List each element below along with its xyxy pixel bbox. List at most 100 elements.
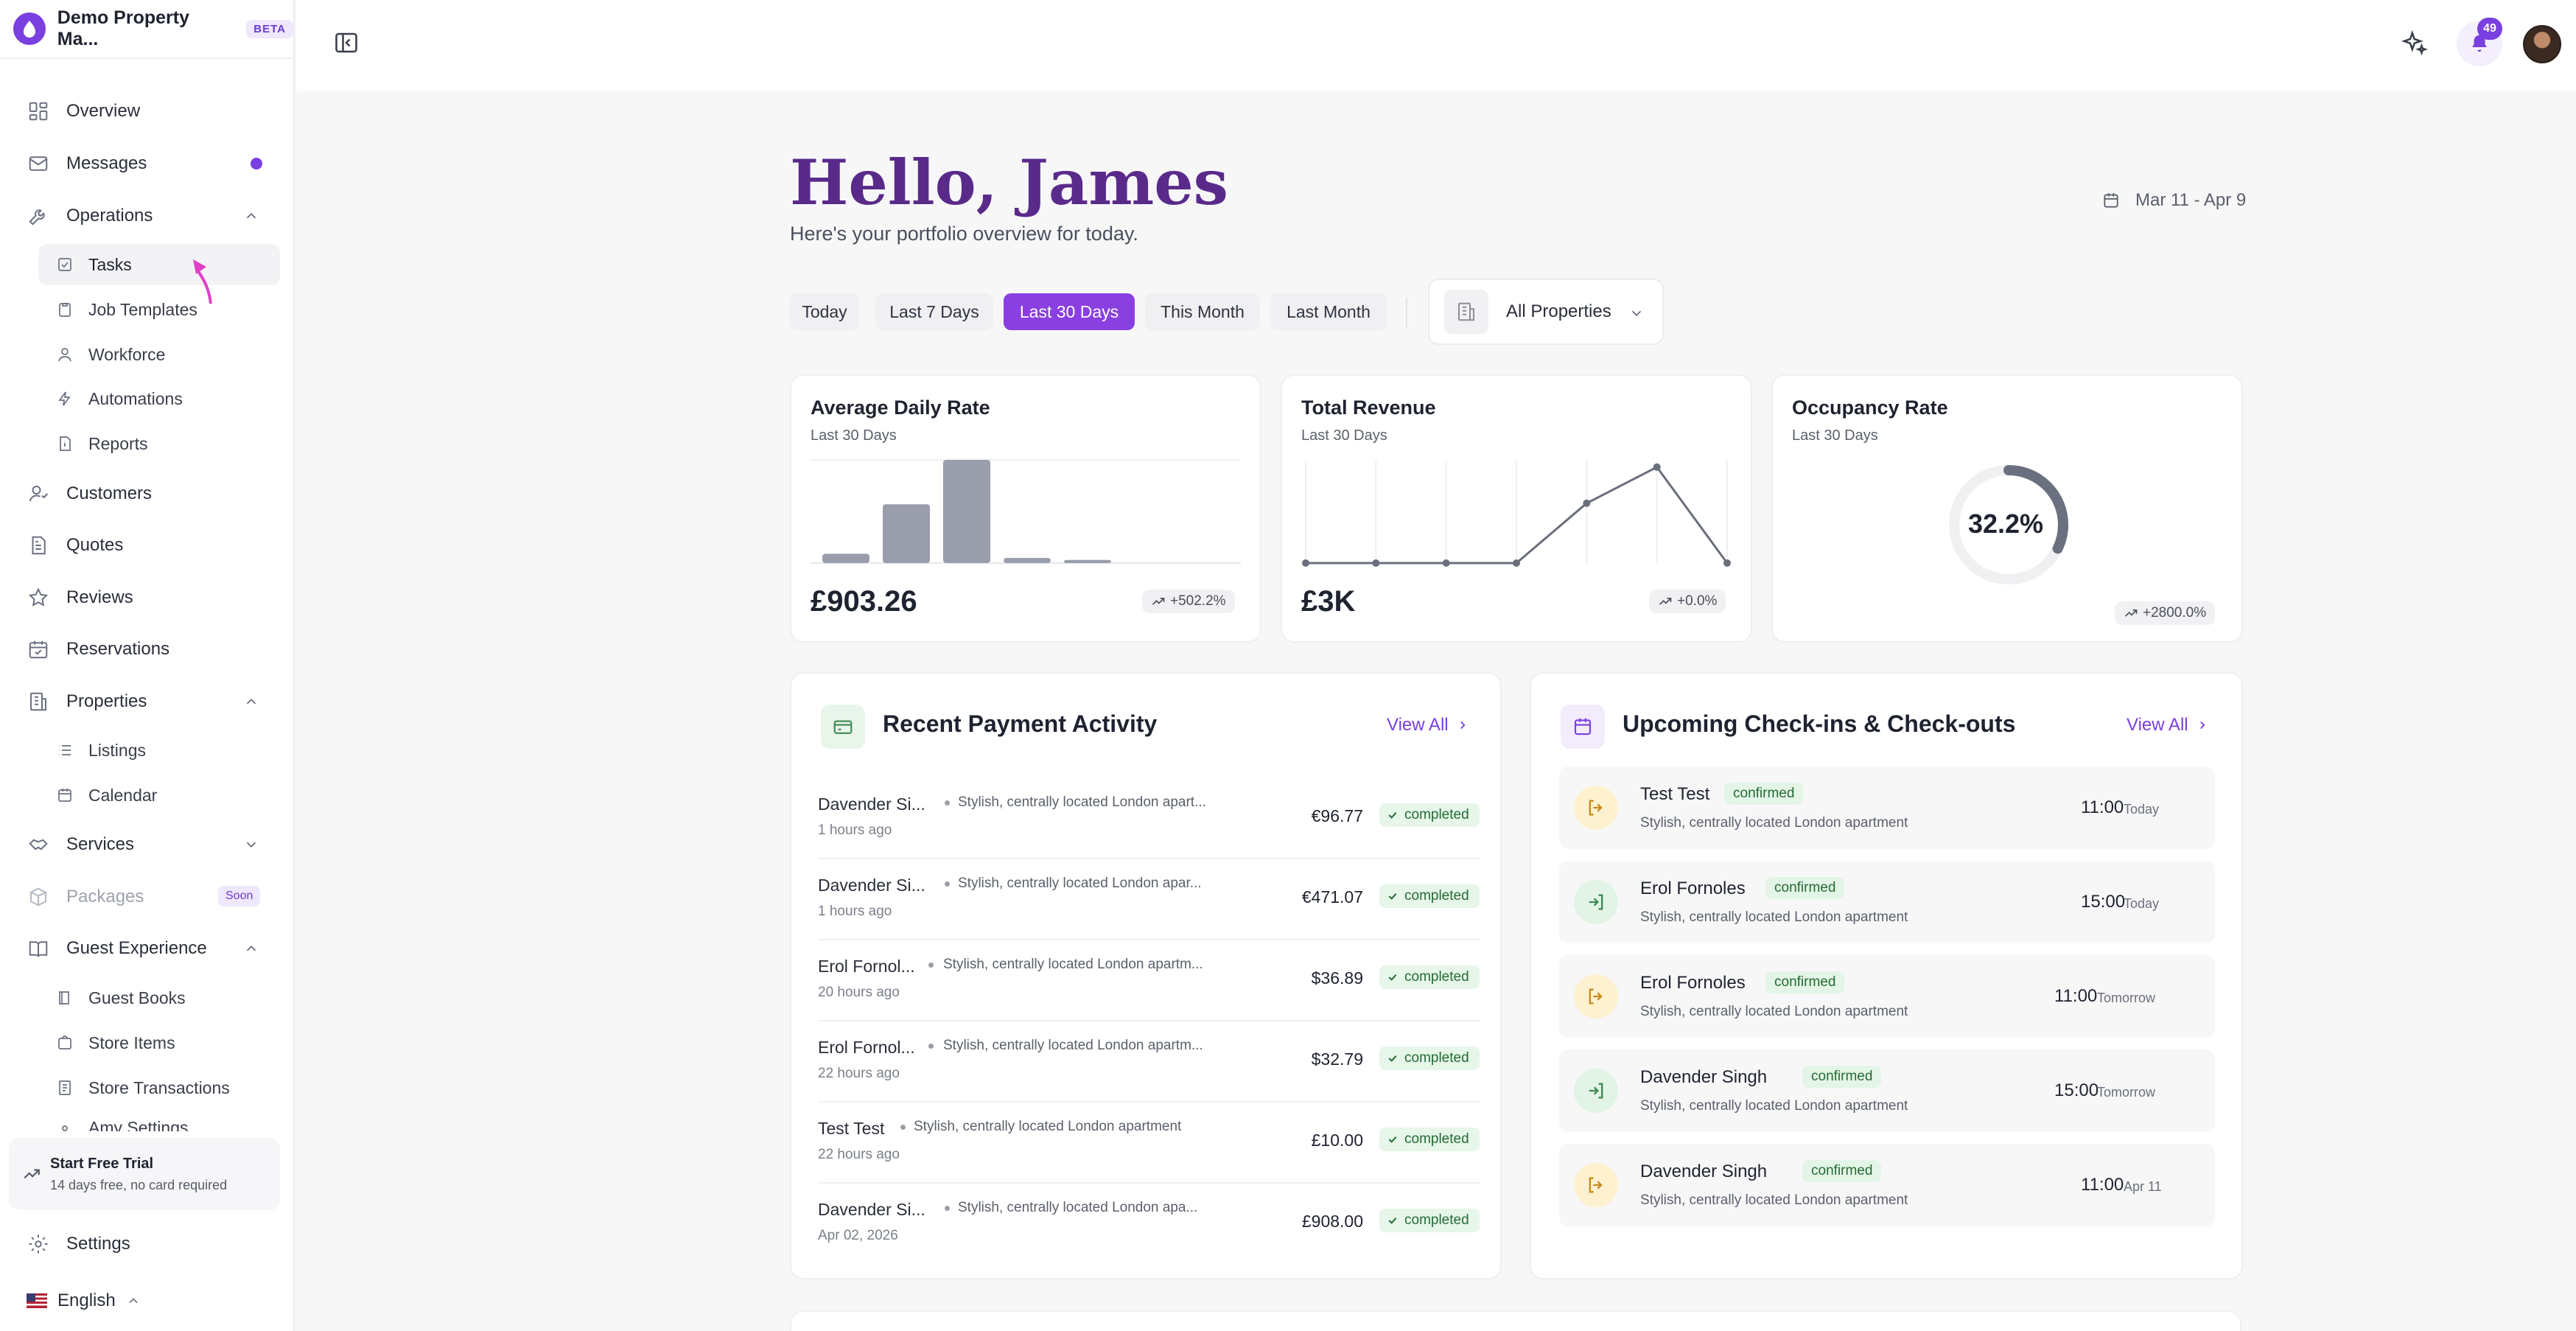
kpi-title: Occupancy Rate bbox=[1792, 396, 1948, 419]
filter-last-30-days[interactable]: Last 30 Days bbox=[1004, 293, 1135, 330]
sidebar-toggle-icon[interactable] bbox=[333, 29, 360, 56]
trend-pill: +502.2% bbox=[1142, 590, 1235, 613]
nav-store-items[interactable]: Store Items bbox=[55, 1028, 175, 1058]
chevron-up-icon[interactable] bbox=[243, 940, 259, 957]
nav-customers[interactable]: Customers bbox=[27, 479, 152, 509]
guest-name: Test Test bbox=[1640, 784, 1710, 804]
status-badge: completed bbox=[1379, 1209, 1480, 1232]
nav-messages[interactable]: Messages bbox=[27, 149, 147, 178]
payment-time: 1 hours ago bbox=[818, 904, 892, 919]
adr-bar bbox=[1004, 558, 1051, 563]
status-badge: confirmed bbox=[1765, 971, 1845, 993]
nav-operations[interactable]: Operations bbox=[27, 201, 153, 231]
payment-property: Stylish, centrally located London apartm… bbox=[914, 1119, 1182, 1134]
view-all-payments-link[interactable]: View All bbox=[1387, 715, 1469, 736]
filter-last-7-days[interactable]: Last 7 Days bbox=[875, 293, 993, 330]
page-subtitle: Here's your portfolio overview for today… bbox=[790, 223, 1138, 245]
filter-last-month[interactable]: Last Month bbox=[1270, 293, 1387, 330]
property-select[interactable]: All Properties bbox=[1428, 279, 1664, 345]
filter-today[interactable]: Today bbox=[790, 293, 859, 330]
divider bbox=[818, 1101, 1481, 1103]
filter-this-month[interactable]: This Month bbox=[1145, 293, 1260, 330]
trend-pill: +2800.0% bbox=[2115, 601, 2216, 625]
language-label: English bbox=[57, 1290, 116, 1310]
nav-overview[interactable]: Overview bbox=[27, 97, 140, 126]
kpi-value: £903.26 bbox=[811, 585, 917, 618]
sparkle-icon[interactable] bbox=[2401, 29, 2429, 57]
chevron-up-icon[interactable] bbox=[243, 694, 259, 710]
status-badge: confirmed bbox=[1802, 1066, 1882, 1088]
dot-separator bbox=[928, 963, 934, 968]
check-icon bbox=[1388, 892, 1397, 900]
nav-calendar[interactable]: Calendar bbox=[55, 780, 157, 810]
date-range-picker[interactable]: Mar 11 - Apr 9 bbox=[2101, 189, 2246, 212]
nav-listings[interactable]: Listings bbox=[55, 736, 146, 765]
kpi-title: Average Daily Rate bbox=[811, 396, 990, 419]
payment-row[interactable]: Davender Si... Stylish, centrally located… bbox=[818, 859, 1481, 940]
checkin-row[interactable]: Erol Fornoles confirmed Stylish, centrally… bbox=[1559, 861, 2215, 943]
nav-job-templates[interactable]: Job Templates bbox=[55, 295, 197, 324]
checkin-row[interactable]: Test Test confirmed Stylish, centrally loc… bbox=[1559, 766, 2215, 849]
property-name: Stylish, centrally located London apartm… bbox=[1640, 909, 1908, 925]
adr-bar bbox=[943, 460, 990, 563]
nav-store-transactions-label: Store Transactions bbox=[88, 1077, 230, 1097]
grid-icon bbox=[27, 99, 50, 123]
nav-packages[interactable]: Packages bbox=[27, 882, 144, 912]
workspace-switcher[interactable]: Demo Property Ma... BETA bbox=[13, 7, 293, 49]
chevron-down-icon[interactable] bbox=[243, 836, 259, 853]
building-icon bbox=[1444, 290, 1488, 334]
kpi-period: Last 30 Days bbox=[811, 427, 897, 444]
checkin-row[interactable]: Davender Singh confirmed Stylish, centrall… bbox=[1559, 1049, 2215, 1132]
nav-services[interactable]: Services bbox=[27, 830, 134, 859]
bell-icon bbox=[2472, 35, 2487, 52]
nav-quotes[interactable]: Quotes bbox=[27, 531, 123, 560]
notification-count-badge: 49 bbox=[2477, 18, 2502, 40]
revenue-point bbox=[1723, 559, 1731, 567]
language-selector[interactable]: English bbox=[27, 1286, 141, 1316]
payment-row[interactable]: Erol Fornol... Stylish, centrally located… bbox=[818, 940, 1481, 1021]
checkin-row[interactable]: Erol Fornoles confirmed Stylish, centrally… bbox=[1559, 955, 2215, 1038]
checkin-row[interactable]: Davender Singh confirmed Stylish, centrall… bbox=[1559, 1144, 2215, 1226]
nav-settings[interactable]: Settings bbox=[27, 1229, 130, 1259]
log-out-icon bbox=[1589, 1177, 1603, 1193]
status-badge: confirmed bbox=[1765, 877, 1845, 899]
payment-row[interactable]: Test Test Stylish, centrally located Lond… bbox=[818, 1103, 1481, 1184]
nav-guest-books[interactable]: Guest Books bbox=[55, 983, 186, 1013]
payment-time: Apr 02, 2026 bbox=[818, 1228, 898, 1243]
nav-reviews[interactable]: Reviews bbox=[27, 583, 133, 612]
view-all-label: View All bbox=[2127, 715, 2188, 735]
chevron-up-icon[interactable] bbox=[243, 208, 259, 224]
nav-properties[interactable]: Properties bbox=[27, 687, 147, 716]
kpi-period: Last 30 Days bbox=[1301, 427, 1387, 444]
nav-services-label: Services bbox=[66, 834, 135, 854]
nav-reports[interactable]: Reports bbox=[55, 429, 148, 458]
guest-name: Davender Singh bbox=[1640, 1161, 1768, 1181]
nav-automations[interactable]: Automations bbox=[55, 384, 183, 413]
nav-workforce[interactable]: Workforce bbox=[55, 340, 165, 369]
nav-reservations[interactable]: Reservations bbox=[27, 635, 169, 664]
checkbox-icon bbox=[55, 254, 75, 275]
payment-row[interactable]: Davender Si... Stylish, centrally located… bbox=[818, 778, 1481, 859]
settings-icon bbox=[55, 1118, 75, 1131]
view-all-checkins-link[interactable]: View All bbox=[2127, 715, 2209, 736]
avatar[interactable] bbox=[2523, 25, 2561, 63]
check-icon bbox=[1388, 811, 1397, 819]
payment-row[interactable]: Erol Fornol... Stylish, centrally located… bbox=[818, 1021, 1481, 1103]
trending-up-icon bbox=[1659, 598, 1672, 605]
kpi-title: Total Revenue bbox=[1301, 396, 1436, 419]
user-icon bbox=[55, 344, 75, 365]
payment-row[interactable]: Davender Si... Stylish, centrally located… bbox=[818, 1184, 1481, 1265]
status-badge: completed bbox=[1379, 884, 1480, 908]
dot-separator bbox=[945, 800, 950, 806]
trending-up-icon bbox=[24, 1169, 40, 1179]
divider bbox=[818, 1020, 1481, 1021]
book-icon bbox=[55, 988, 75, 1008]
nav-amy-settings[interactable]: Amy Settings bbox=[55, 1118, 189, 1131]
us-flag-icon bbox=[27, 1289, 47, 1313]
nav-tasks[interactable]: Tasks bbox=[55, 250, 132, 279]
check-icon bbox=[1388, 1217, 1397, 1224]
section-title: Recent Payment Activity bbox=[883, 710, 1158, 737]
nav-store-transactions[interactable]: Store Transactions bbox=[55, 1073, 230, 1103]
start-trial-card[interactable]: Start Free Trial 14 days free, no card r… bbox=[9, 1138, 280, 1210]
nav-guest-experience[interactable]: Guest Experience bbox=[27, 934, 207, 963]
